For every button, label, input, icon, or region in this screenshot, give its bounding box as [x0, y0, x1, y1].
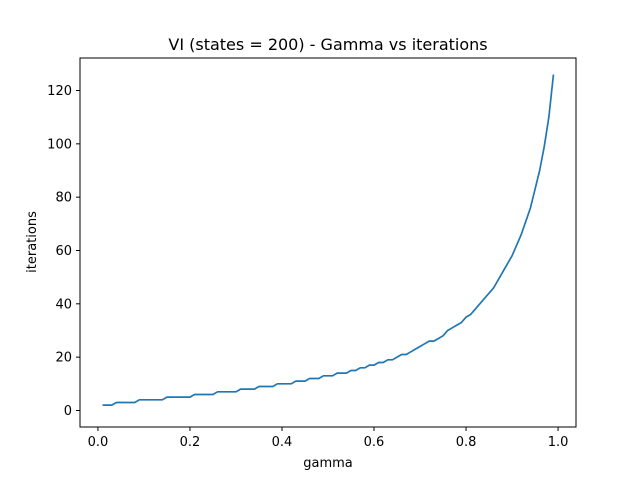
y-axis-ticks: 0 20 40 60 80 100 120 — [47, 84, 80, 419]
x-tick-label: 1.0 — [548, 435, 569, 450]
plot-area — [79, 57, 577, 428]
y-axis-label: iterations — [25, 211, 40, 273]
y-tick-label: 0 — [64, 404, 72, 419]
chart-title: VI (states = 200) - Gamma vs iterations — [168, 35, 487, 54]
y-tick-label: 40 — [55, 297, 72, 312]
series-line — [102, 74, 555, 406]
x-tick-label: 0.4 — [272, 435, 293, 450]
x-tick-label: 0.0 — [88, 435, 109, 450]
y-tick-label: 80 — [55, 191, 72, 206]
y-tick-label: 100 — [47, 137, 72, 152]
y-tick-label: 60 — [55, 244, 72, 259]
y-tick-label: 20 — [55, 351, 72, 366]
x-tick-label: 0.2 — [180, 435, 201, 450]
x-axis-label: gamma — [303, 456, 353, 471]
x-axis-ticks: 0.0 0.2 0.4 0.6 0.8 1.0 — [88, 427, 569, 450]
y-tick-label: 120 — [47, 84, 72, 99]
x-tick-label: 0.8 — [456, 435, 477, 450]
x-tick-label: 0.6 — [364, 435, 385, 450]
